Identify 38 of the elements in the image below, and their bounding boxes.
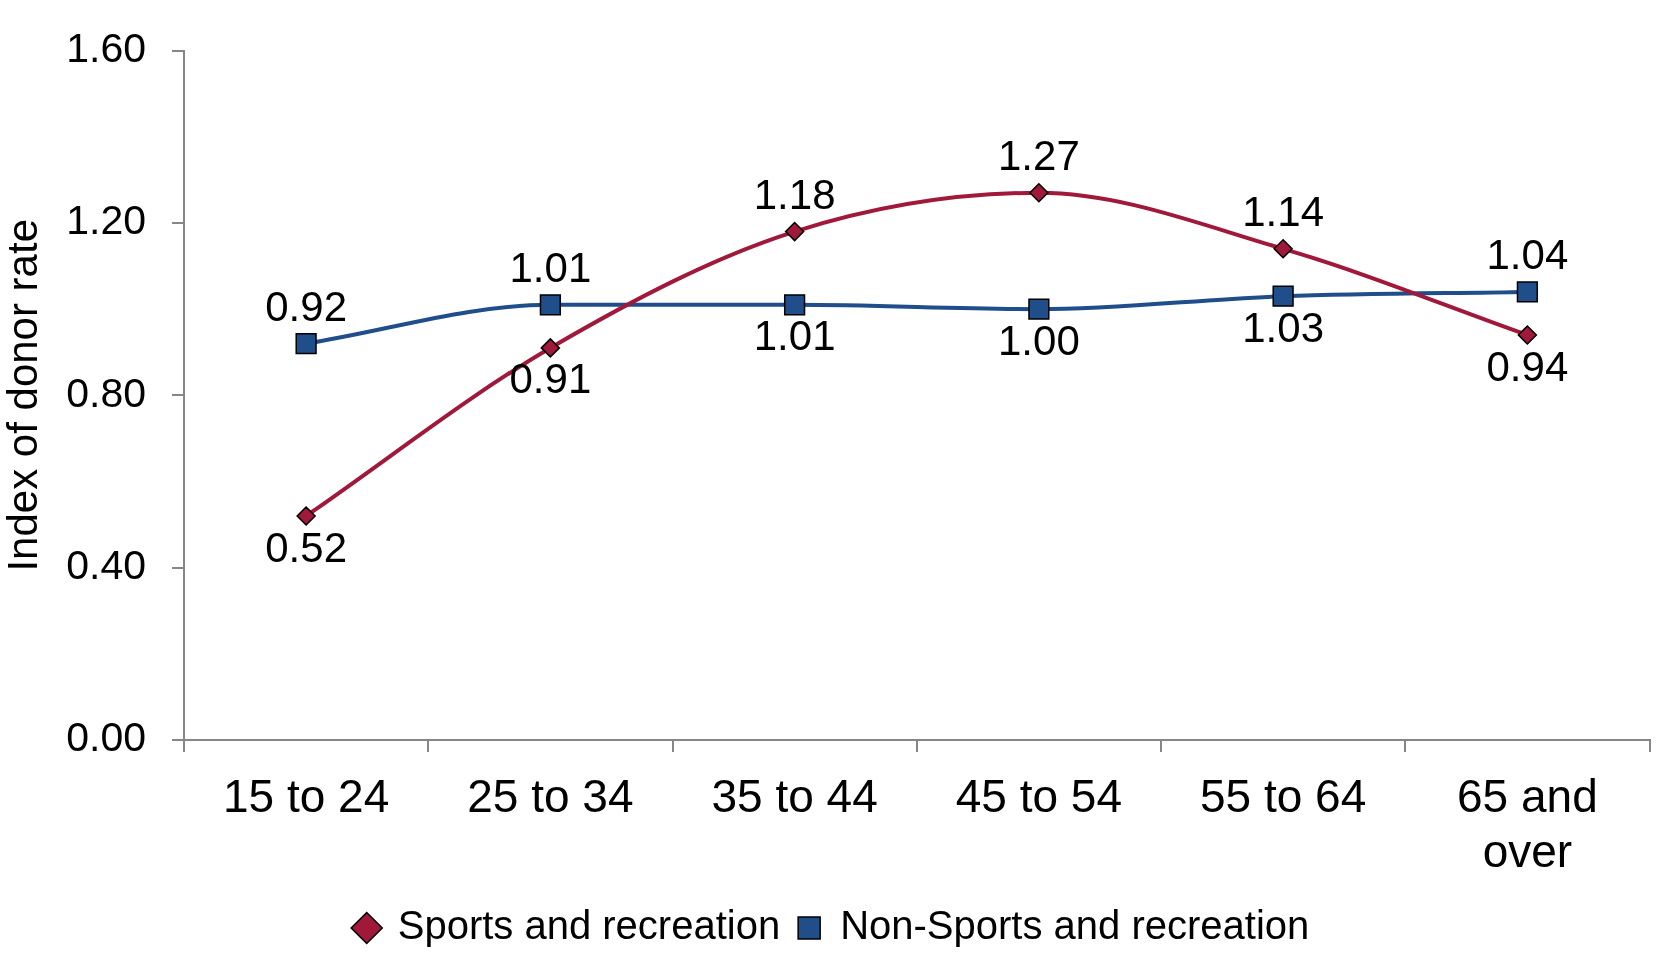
point xyxy=(1272,285,1294,307)
data-label: 1.14 xyxy=(1242,188,1324,236)
data-label: 1.00 xyxy=(998,316,1080,364)
data-label: 1.01 xyxy=(509,244,592,292)
data-label: 1.04 xyxy=(1486,231,1569,279)
point xyxy=(296,506,316,526)
point xyxy=(1517,325,1538,345)
data-label: 1.03 xyxy=(1242,303,1324,351)
legend-label: Sports and recreation xyxy=(397,903,781,948)
point xyxy=(540,338,561,358)
point xyxy=(1273,239,1293,259)
data-label: 1.01 xyxy=(753,312,836,360)
y-tick-label: 0.40 xyxy=(66,541,146,588)
y-tick-label: 1.20 xyxy=(66,197,146,244)
point xyxy=(539,294,562,316)
y-tick-label: 0.00 xyxy=(66,714,146,761)
data-label: 1.18 xyxy=(753,171,836,219)
x-tick-label: 65 and over xyxy=(1457,770,1598,878)
point xyxy=(783,294,806,316)
data-label: 1.27 xyxy=(998,132,1080,180)
point xyxy=(1516,281,1539,303)
data-label: 0.91 xyxy=(509,355,592,403)
data-label: 0.92 xyxy=(265,283,347,331)
x-tick-label: 55 to 64 xyxy=(1199,770,1367,823)
y-tick-label: 1.60 xyxy=(66,24,146,71)
x-tick-label: 45 to 54 xyxy=(955,770,1123,823)
data-label: 0.94 xyxy=(1486,342,1569,390)
y-axis-title: Index of donor rate xyxy=(0,219,46,572)
y-tick-label: 0.80 xyxy=(66,369,146,416)
x-tick-label: 35 to 44 xyxy=(711,770,878,823)
point xyxy=(1028,298,1050,320)
x-tick-label: 15 to 24 xyxy=(222,770,390,823)
point xyxy=(784,221,805,242)
data-label: 0.52 xyxy=(265,523,347,571)
point xyxy=(1029,183,1049,203)
legend-label: Non-Sports and recreation xyxy=(840,903,1310,948)
x-tick-label: 25 to 34 xyxy=(467,770,634,823)
point xyxy=(295,332,317,355)
